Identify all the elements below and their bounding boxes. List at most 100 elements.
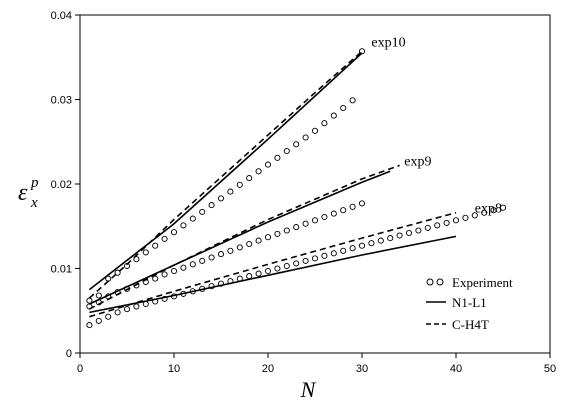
exp9-experiment-point — [340, 207, 347, 214]
y-axis-label-superscript: p — [30, 175, 39, 191]
exp8-experiment-point — [264, 267, 272, 275]
annotation-exp10: exp10 — [371, 35, 405, 50]
series-layer — [86, 48, 507, 329]
exp8-experiment-point — [236, 275, 243, 282]
exp10-experiment-point — [255, 168, 262, 175]
exp8-experiment-point — [330, 250, 337, 257]
exp10-experiment-point — [330, 112, 337, 119]
exp8-experiment-point — [105, 313, 112, 320]
exp10-experiment-point — [358, 48, 366, 55]
exp8-experiment-point — [368, 240, 375, 247]
y-tick-label: 0.01 — [51, 264, 72, 276]
exp10-experiment-point — [264, 161, 272, 168]
exp9-experiment-point — [123, 285, 131, 292]
y-tick-label: 0.04 — [51, 10, 72, 22]
exp9-experiment-point — [133, 282, 140, 289]
exp9-experiment-point — [152, 275, 159, 282]
exp10-experiment-point — [293, 141, 300, 148]
x-tick-label: 30 — [356, 363, 368, 375]
exp10-experiment-point — [302, 134, 309, 141]
exp10-experiment-point — [170, 229, 178, 236]
exp9-experiment-point — [302, 220, 309, 227]
exp8-experiment-point — [133, 303, 140, 310]
exp9-experiment-point — [246, 240, 253, 248]
x-axis-label: N — [300, 377, 317, 402]
exp8-experiment-point — [199, 285, 206, 292]
exp8-experiment-point — [311, 255, 319, 262]
exp10-experiment-point — [349, 97, 356, 104]
exp10-experiment-point — [199, 208, 206, 215]
exp8-experiment-point — [377, 237, 384, 244]
exp8-experiment-point — [415, 227, 422, 234]
exp9-experiment-point — [311, 217, 319, 224]
exp8-experiment-point — [114, 309, 121, 316]
exp8-experiment-point — [255, 270, 262, 277]
exp9-experiment-point — [264, 234, 272, 241]
exp9-experiment-point — [161, 271, 168, 278]
annotation-exp9: exp9 — [404, 154, 431, 169]
y-tick-label: 0.03 — [51, 95, 72, 107]
exp8-experiment-point — [481, 209, 488, 216]
exp9-experiment-point — [274, 230, 281, 237]
exp10-experiment-point — [105, 275, 112, 282]
exp9-experiment-point — [236, 244, 243, 251]
exp8-experiment-point — [95, 317, 102, 324]
exp9-experiment-point — [293, 224, 300, 231]
exp10-experiment-point — [133, 256, 140, 263]
exp10-experiment-point — [236, 181, 243, 188]
exp10-c-h4t-line — [88, 50, 363, 299]
legend-n1-l1-label: N1-L1 — [452, 295, 487, 310]
exp8-experiment-point — [462, 214, 469, 221]
exp8-experiment-point — [349, 245, 356, 252]
exp9-experiment-point — [170, 267, 178, 275]
exp8-experiment-point — [434, 222, 441, 229]
exp10-experiment-point — [321, 120, 328, 127]
exp8-experiment-point — [227, 278, 234, 285]
x-tick-label: 20 — [262, 363, 274, 375]
exp8-experiment-point — [302, 257, 309, 264]
legend-c-h4t-label: C-H4T — [452, 317, 489, 332]
x-tick-label: 40 — [450, 363, 462, 375]
x-tick-label: 10 — [168, 363, 180, 375]
exp8-experiment-point — [321, 252, 328, 259]
exp8-experiment-point — [86, 322, 93, 329]
legend-experiment-marker — [426, 278, 444, 286]
series-group-exp10 — [86, 48, 366, 304]
exp8-experiment-point — [142, 300, 149, 308]
exp8-experiment-point — [405, 229, 413, 237]
exp8-experiment-point — [443, 219, 450, 226]
exp10-n1-l1-line — [88, 52, 363, 291]
legend-experiment-label: Experiment — [452, 275, 513, 290]
exp8-experiment-point — [358, 242, 366, 249]
exp10-experiment-point — [227, 188, 234, 195]
exp10-experiment-point — [123, 262, 131, 270]
exp10-experiment-point — [246, 175, 253, 182]
exp8-experiment-point — [123, 306, 131, 313]
x-tick-label: 0 — [77, 363, 83, 375]
y-tick-label: 0 — [66, 348, 72, 360]
exp8-experiment-point — [217, 280, 225, 287]
exp9-experiment-point — [321, 213, 328, 221]
annotation-exp8: exp8 — [475, 202, 502, 217]
exp10-experiment-point — [114, 269, 121, 276]
exp9-experiment-point — [349, 203, 356, 210]
exp10-experiment-point — [217, 195, 225, 202]
exp9-n1-l1-line — [89, 170, 391, 305]
exp9-experiment-point — [189, 261, 196, 268]
exp8-experiment-point — [499, 204, 507, 211]
x-axis-ticks: 0 10 20 30 40 50 — [77, 353, 556, 375]
exp8-experiment-point — [293, 260, 300, 267]
exp9-experiment-point — [217, 251, 225, 258]
exp8-experiment-point — [152, 298, 159, 305]
exp8-experiment-point — [189, 288, 196, 295]
y-axis-label-subscript: x — [30, 195, 38, 211]
exp9-experiment-point — [180, 264, 187, 271]
exp10-experiment-point — [274, 154, 281, 161]
exp8-experiment-point — [283, 262, 290, 270]
y-tick-label: 0.02 — [51, 179, 72, 191]
exp10-experiment-point — [283, 147, 290, 155]
exp9-experiment-point — [199, 257, 206, 264]
exp8-experiment-point — [387, 235, 394, 242]
exp10-experiment-point — [340, 104, 347, 112]
